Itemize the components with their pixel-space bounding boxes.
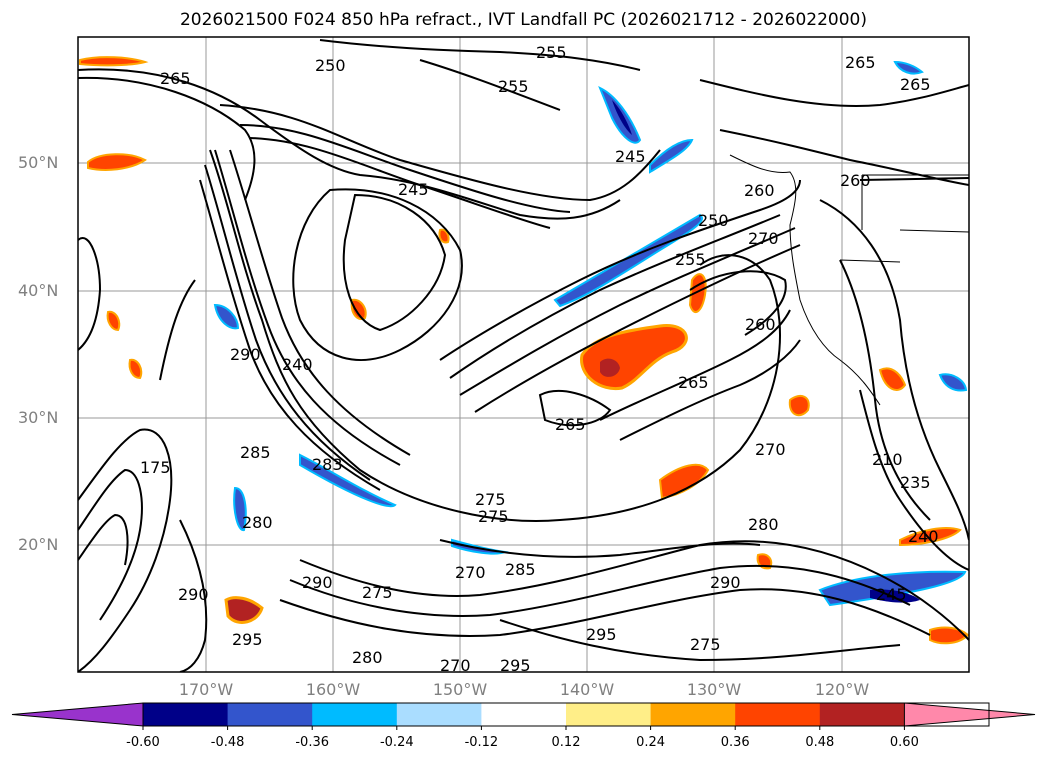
contour-label: 280 bbox=[352, 648, 383, 667]
contour-label: 235 bbox=[900, 473, 931, 492]
contour-label: 290 bbox=[710, 573, 741, 592]
contour-label: 270 bbox=[755, 440, 786, 459]
colorbar-segment bbox=[819, 703, 905, 726]
contour-label: 210 bbox=[872, 450, 903, 469]
contour-lines bbox=[78, 39, 969, 672]
colorbar-segment bbox=[312, 703, 398, 726]
contour-label: 275 bbox=[475, 490, 506, 509]
contour-label: 255 bbox=[675, 250, 706, 269]
contour-label: 240 bbox=[282, 355, 313, 374]
colorbar-extend-right bbox=[903, 702, 1036, 727]
contour-label: 265 bbox=[555, 415, 586, 434]
contour-label: 285 bbox=[240, 443, 271, 462]
contour-label: 295 bbox=[232, 630, 263, 649]
contour-label: 295 bbox=[500, 656, 531, 675]
map-frame bbox=[77, 36, 970, 673]
contour-label: 265 bbox=[160, 69, 191, 88]
lon-label-130w: 130°W bbox=[686, 680, 742, 699]
contour-label: 283 bbox=[312, 455, 343, 474]
lon-label-160w: 160°W bbox=[305, 680, 361, 699]
contour-label: 245 bbox=[615, 147, 646, 166]
contour-label: 270 bbox=[440, 656, 471, 675]
contour-label: 240 bbox=[908, 527, 939, 546]
contour-label: 285 bbox=[505, 560, 536, 579]
contour-label: 295 bbox=[586, 625, 617, 644]
contour-label: 255 bbox=[498, 77, 529, 96]
contour-label: 260 bbox=[840, 171, 871, 190]
shaded-anomaly-patches bbox=[79, 56, 969, 645]
contour-label: 290 bbox=[230, 345, 261, 364]
lat-label-20n: 20°N bbox=[18, 535, 59, 554]
lon-label-140w: 140°W bbox=[559, 680, 615, 699]
coastline bbox=[729, 154, 969, 406]
colorbar-tick-label: 0.36 bbox=[720, 735, 750, 750]
contour-label: 260 bbox=[744, 181, 775, 200]
contour-label: 255 bbox=[536, 43, 567, 62]
lon-label-170w: 170°W bbox=[178, 680, 234, 699]
colorbar-segment bbox=[650, 703, 736, 726]
contour-label: 280 bbox=[748, 515, 779, 534]
contour-label: 265 bbox=[845, 53, 876, 72]
colorbar-tick-label: -0.60 bbox=[126, 735, 160, 750]
contour-label: 290 bbox=[302, 573, 333, 592]
colorbar-segment bbox=[735, 703, 821, 726]
map-title: 2026021500 F024 850 hPa refract., IVT La… bbox=[179, 10, 867, 30]
contour-label: 245 bbox=[876, 585, 907, 604]
contour-label: 265 bbox=[678, 373, 709, 392]
colorbar-segment bbox=[143, 703, 229, 726]
contour-label: 245 bbox=[398, 180, 429, 199]
contour-label: 175 bbox=[140, 458, 171, 477]
colorbar-tick-label: 0.48 bbox=[805, 735, 835, 750]
map-background bbox=[78, 37, 969, 672]
lon-label-120w: 120°W bbox=[814, 680, 870, 699]
contour-label: 270 bbox=[455, 563, 486, 582]
colorbar-tick-label: 0.12 bbox=[551, 735, 581, 750]
colorbar-tick-label: -0.48 bbox=[210, 735, 245, 750]
contour-label: 275 bbox=[690, 635, 721, 654]
colorbar-tick-label: -0.12 bbox=[464, 735, 499, 750]
contour-label: 260 bbox=[745, 315, 776, 334]
colorbar-tick-label: 0.24 bbox=[636, 735, 666, 750]
colorbar-segment bbox=[481, 703, 567, 726]
lon-label-150w: 150°W bbox=[432, 680, 488, 699]
colorbar-tick-label: -0.24 bbox=[379, 735, 414, 750]
colorbar-tick-label: 0.60 bbox=[889, 735, 919, 750]
contour-label: 290 bbox=[178, 585, 209, 604]
colorbar-segment bbox=[396, 703, 482, 726]
contour-label: 275 bbox=[478, 507, 509, 526]
lat-label-50n: 50°N bbox=[18, 153, 59, 172]
lat-label-30n: 30°N bbox=[18, 408, 59, 427]
colorbar-segment bbox=[227, 703, 313, 726]
contour-label: 250 bbox=[315, 56, 346, 75]
contour-label: 265 bbox=[900, 75, 931, 94]
contour-label: 275 bbox=[362, 583, 393, 602]
colorbar-extend-left bbox=[11, 702, 144, 727]
colorbar-tick-label: -0.36 bbox=[295, 735, 329, 750]
contour-label-group: 265 250 255 255 265 245 265 260 245 250 … bbox=[140, 43, 939, 675]
contour-label: 270 bbox=[748, 229, 779, 248]
colorbar-segment bbox=[566, 703, 652, 726]
contour-label: 280 bbox=[242, 513, 273, 532]
lat-label-40n: 40°N bbox=[18, 281, 59, 300]
contour-label: 250 bbox=[698, 211, 729, 230]
